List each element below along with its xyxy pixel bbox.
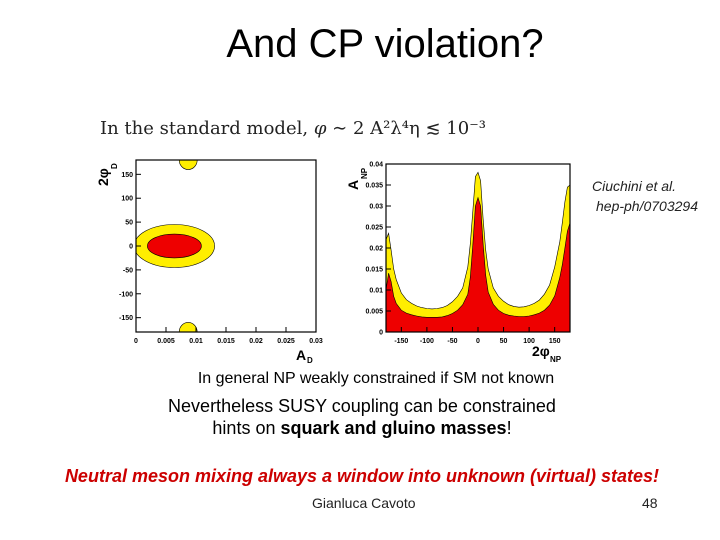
contour-chart: 0 0.005 0.01 0.015 0.02 0.025 0.03 150 100 50 0 -50…: [95, 159, 323, 365]
note-line-3: hints on squark and gluino masses!: [0, 418, 720, 439]
area-x-axis-subscript: NP: [550, 355, 562, 364]
y-tick-label: -50: [123, 267, 133, 274]
y-tick-label: 100: [121, 196, 133, 203]
contour-y-axis-subscript: D: [110, 163, 119, 169]
x-tick-label: -100: [420, 338, 434, 345]
formula-prefix: In the standard model,: [100, 118, 309, 139]
contour-region-group: [136, 160, 215, 332]
contour-region-outer: [178, 160, 198, 170]
footer-author: Gianluca Cavoto: [312, 495, 416, 511]
reference-arxiv: hep-ph/0703294: [596, 198, 698, 214]
area-y-axis-label: A: [345, 180, 361, 190]
contour-region-inner: [147, 233, 202, 259]
contour-x-axis-subscript: D: [307, 356, 313, 365]
y-tick-label: 0.035: [365, 183, 383, 190]
x-tick-label: 0: [476, 338, 480, 345]
reference-author: Ciuchini et al.: [592, 178, 677, 194]
y-tick-label: 0.015: [365, 267, 383, 274]
contour-x-axis-label: A: [296, 347, 306, 363]
x-tick-label: 0.015: [217, 338, 235, 345]
y-tick-label: 0.01: [369, 288, 383, 295]
x-tick-label: -50: [447, 338, 457, 345]
y-tick-label: 0.03: [369, 204, 383, 211]
note-line-3-prefix: hints on: [212, 418, 276, 438]
area-series: [385, 171, 571, 333]
formula-expression: ∼ 2 A²λ⁴η ≲ 10⁻³: [332, 118, 486, 139]
contour-ticks: 0 0.005 0.01 0.015 0.02 0.025 0.03 150 100 50 0 -50…: [119, 172, 323, 345]
x-tick-label: 0.025: [277, 338, 295, 345]
y-tick-label: 0.02: [369, 246, 383, 253]
area-series-inner: [385, 196, 571, 333]
x-tick-label: 0: [134, 338, 138, 345]
slide-title: And CP violation?: [226, 22, 544, 66]
contour-y-axis-label: 2φ: [95, 168, 111, 186]
standard-model-formula: In the standard model, φ ∼ 2 A²λ⁴η ≲ 10⁻…: [100, 118, 486, 139]
x-tick-label: 150: [549, 338, 561, 345]
formula-phi: φ: [313, 118, 327, 139]
x-tick-label: 0.02: [249, 338, 263, 345]
y-tick-label: 50: [125, 220, 133, 227]
y-tick-label: 150: [121, 172, 133, 179]
note-line-1: In general NP weakly constrained if SM n…: [197, 370, 555, 387]
x-tick-label: 0.03: [309, 338, 323, 345]
note-line-3-bold: squark and gluino masses: [280, 418, 507, 438]
x-tick-label: 100: [523, 338, 535, 345]
note-line-3-suffix: !: [506, 418, 512, 438]
y-tick-label: -150: [119, 315, 133, 322]
contour-region-outer: [178, 322, 198, 332]
y-tick-label: 0.025: [365, 225, 383, 232]
x-tick-label: 50: [500, 338, 508, 345]
area-y-axis-subscript: NP: [360, 167, 369, 179]
conclusion-banner: Neutral meson mixing always a window int…: [64, 466, 660, 486]
area-chart: -150 -100 -50 0 50 100 150 0 0.005 0.01 0.015 0.02 0…: [345, 162, 571, 364]
y-tick-label: 0.005: [365, 309, 383, 316]
chart-figure: 0 0.005 0.01 0.015 0.02 0.025 0.03 150 100 50 0 -50…: [95, 159, 571, 365]
y-tick-label: 0.04: [369, 162, 383, 169]
area-y-axis-label-group: A NP: [345, 167, 369, 190]
page-number: 48: [642, 495, 658, 511]
contour-y-axis-label-group: 2φ D: [95, 163, 119, 186]
area-ticks: -150 -100 -50 0 50 100 150 0 0.005 0.01 0.015 0.02 0…: [365, 162, 560, 346]
y-tick-label: 0: [379, 330, 383, 337]
x-tick-label: 0.01: [189, 338, 203, 345]
contour-regions: [136, 160, 215, 332]
note-line-2: Nevertheless SUSY coupling can be constr…: [168, 396, 556, 416]
y-tick-label: -100: [119, 291, 133, 298]
y-tick-label: 0: [129, 244, 133, 251]
x-tick-label: 0.005: [157, 338, 175, 345]
x-tick-label: -150: [394, 338, 408, 345]
area-x-axis-label: 2φ: [532, 343, 550, 359]
